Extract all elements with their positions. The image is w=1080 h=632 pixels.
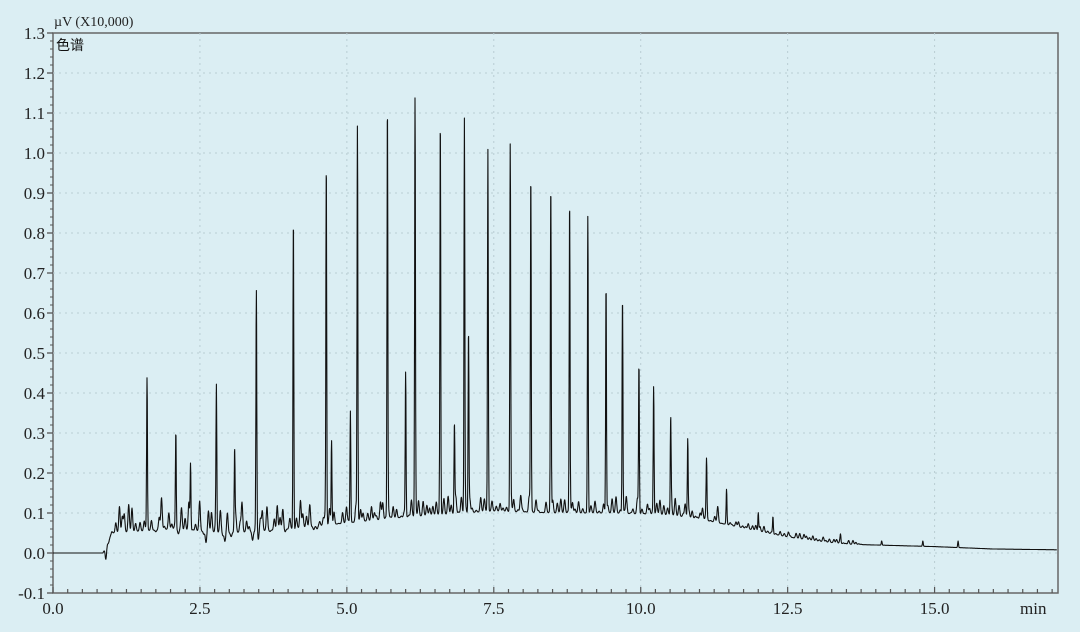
- x-axis-label: min: [1020, 599, 1047, 618]
- y-tick-label: 0.4: [24, 384, 46, 403]
- axis-ticks: [47, 32, 1053, 594]
- y-tick-label: 1.0: [24, 144, 45, 163]
- x-tick-label: 5.0: [336, 599, 357, 618]
- y-tick-label: 0.6: [24, 304, 45, 323]
- x-tick-label: 12.5: [773, 599, 803, 618]
- y-tick-label: 0.0: [24, 544, 45, 563]
- y-tick-label: 1.2: [24, 64, 45, 83]
- y-tick-label: 1.1: [24, 104, 45, 123]
- y-unit-label: µV (X10,000): [54, 15, 134, 30]
- x-tick-label: 2.5: [189, 599, 210, 618]
- y-tick-label: 1.3: [24, 24, 45, 43]
- x-tick-label: 10.0: [626, 599, 656, 618]
- y-tick-label: 0.8: [24, 224, 45, 243]
- y-tick-label: 0.7: [24, 264, 46, 283]
- y-tick-label: 0.1: [24, 504, 45, 523]
- x-tick-label: 0.0: [42, 599, 63, 618]
- x-tick-label: 7.5: [483, 599, 504, 618]
- trace-label: 色谱: [56, 37, 84, 54]
- x-tick-label: 15.0: [920, 599, 950, 618]
- y-axis-labels: 1.3 1.2 1.1 1.0 0.9 0.8 0.7 0.6 0.5 0.4 0.3 0.2 0.1 0…: [18, 24, 45, 603]
- y-tick-label: 0.3: [24, 424, 45, 443]
- x-axis-labels: 0.0 2.5 5.0 7.5 10.0 12.5 15.0: [42, 599, 949, 618]
- y-tick-label: 0.2: [24, 464, 45, 483]
- y-tick-label: 0.9: [24, 184, 45, 203]
- chromatogram-trace: [52, 97, 1058, 560]
- y-tick-label: 0.5: [24, 344, 45, 363]
- y-tick-label: -0.1: [18, 584, 45, 603]
- plot-area: [52, 32, 1059, 594]
